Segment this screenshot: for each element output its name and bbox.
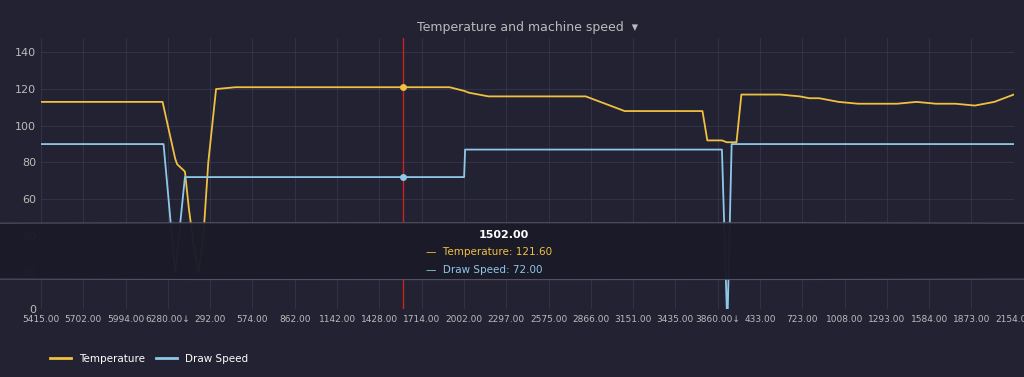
FancyBboxPatch shape bbox=[0, 223, 1024, 280]
Text: 1502.00: 1502.00 bbox=[478, 230, 528, 240]
Legend: Temperature, Draw Speed: Temperature, Draw Speed bbox=[46, 349, 252, 368]
Text: —  Draw Speed: 72.00: — Draw Speed: 72.00 bbox=[426, 265, 543, 275]
Title: Temperature and machine speed  ▾: Temperature and machine speed ▾ bbox=[417, 21, 638, 34]
Text: —  Temperature: 121.60: — Temperature: 121.60 bbox=[426, 247, 552, 257]
